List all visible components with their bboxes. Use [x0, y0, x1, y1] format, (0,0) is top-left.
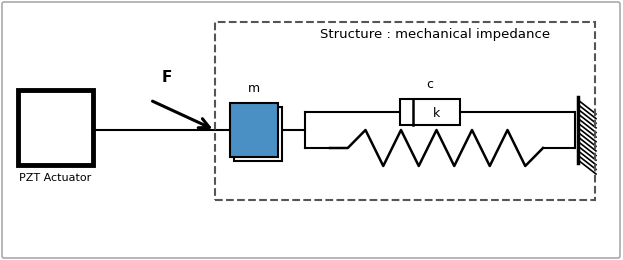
- Text: PZT Actuator: PZT Actuator: [19, 173, 92, 183]
- Bar: [234, 107, 282, 161]
- Text: k: k: [433, 107, 440, 120]
- Text: Structure : mechanical impedance: Structure : mechanical impedance: [320, 28, 550, 41]
- FancyBboxPatch shape: [2, 2, 620, 258]
- Bar: [18, 90, 93, 165]
- Bar: [215, 22, 595, 200]
- Text: m: m: [248, 82, 260, 95]
- Bar: [400, 99, 460, 125]
- Bar: [230, 103, 278, 157]
- Text: F: F: [162, 70, 172, 86]
- Text: c: c: [427, 78, 434, 91]
